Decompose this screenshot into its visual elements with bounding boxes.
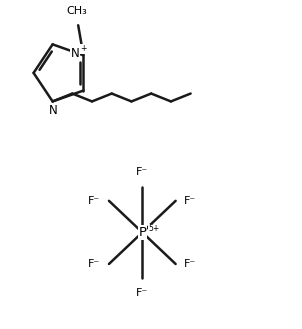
Text: F⁻: F⁻ xyxy=(184,259,197,269)
Text: F⁻: F⁻ xyxy=(88,259,100,269)
Text: F⁻: F⁻ xyxy=(184,196,197,206)
Text: P: P xyxy=(138,226,146,239)
Text: +: + xyxy=(81,44,87,53)
Text: 5+: 5+ xyxy=(148,224,159,233)
Text: F⁻: F⁻ xyxy=(88,196,100,206)
Text: N: N xyxy=(49,104,58,117)
Text: N: N xyxy=(71,47,80,60)
Text: F⁻: F⁻ xyxy=(136,167,148,177)
Text: CH₃: CH₃ xyxy=(66,7,87,16)
Text: F⁻: F⁻ xyxy=(136,288,148,298)
